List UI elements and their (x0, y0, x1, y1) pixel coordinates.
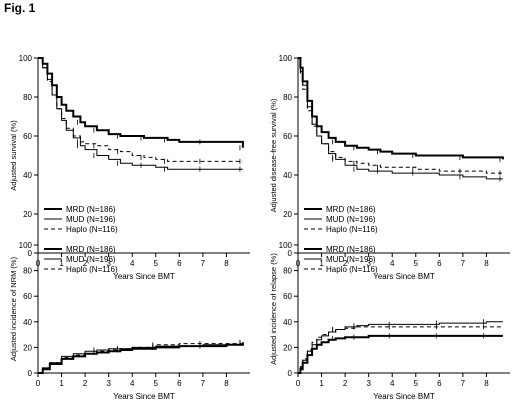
x-tick-label: 8 (224, 259, 229, 268)
series-line-2 (298, 321, 503, 374)
x-tick-label: 7 (201, 259, 206, 268)
x-tick-label: 2 (83, 259, 88, 268)
legend-label: MUD (N=196) (326, 215, 376, 224)
x-tick-label: 2 (343, 259, 348, 268)
legend-label: Haplo (N=116) (326, 265, 378, 274)
x-tick-label: 8 (224, 379, 229, 388)
y-tick-label: 100 (279, 54, 293, 63)
y-tick-label: 20 (283, 343, 292, 352)
x-tick-label: 1 (319, 379, 324, 388)
x-tick-label: 3 (106, 379, 111, 388)
x-tick-label: 8 (484, 379, 489, 388)
y-tick-label: 40 (23, 171, 32, 180)
y-tick-label: 60 (23, 292, 32, 301)
series-line-2 (298, 57, 503, 180)
x-tick-label: 7 (201, 379, 206, 388)
legend-label: MRD (N=186) (326, 245, 376, 254)
y-axis-label: Adjusted incidence of relapse (%) (269, 253, 278, 365)
x-tick-label: 3 (366, 379, 371, 388)
legend-label: Haplo (N=116) (66, 265, 118, 274)
series-line-2 (38, 57, 243, 170)
x-tick-label: 1 (319, 259, 324, 268)
y-tick-label: 20 (23, 343, 32, 352)
x-tick-label: 4 (390, 379, 395, 388)
x-axis-label: Years Since BMT (113, 272, 175, 281)
legend-label: MRD (N=186) (66, 245, 116, 254)
y-tick-label: 0 (288, 249, 293, 258)
legend-label: Haplo (N=116) (326, 225, 378, 234)
x-tick-label: 5 (154, 379, 159, 388)
x-axis-label: Years Since BMT (373, 392, 435, 401)
x-tick-label: 5 (414, 259, 419, 268)
y-tick-label: 80 (283, 93, 292, 102)
y-tick-label: 100 (19, 54, 33, 63)
x-tick-label: 0 (296, 379, 301, 388)
legend-label: MUD (N=196) (66, 215, 116, 224)
x-tick-label: 8 (484, 259, 489, 268)
x-tick-label: 2 (83, 379, 88, 388)
x-tick-label: 4 (390, 259, 395, 268)
y-tick-label: 0 (288, 369, 293, 378)
legend-label: MUD (N=196) (66, 255, 116, 264)
x-tick-label: 6 (437, 379, 442, 388)
y-axis-label: Adjusted incidence of NRM (%) (9, 256, 18, 361)
series-line-3 (38, 57, 243, 162)
x-tick-label: 4 (130, 259, 135, 268)
y-tick-label: 100 (279, 241, 293, 250)
x-tick-label: 6 (177, 259, 182, 268)
x-tick-label: 0 (36, 379, 41, 388)
y-tick-label: 40 (283, 171, 292, 180)
figure-title: Fig. 1 (4, 1, 36, 15)
legend-label: Haplo (N=116) (66, 225, 118, 234)
x-axis-label: Years Since BMT (373, 272, 435, 281)
series-line-3 (38, 343, 243, 374)
y-tick-label: 60 (23, 132, 32, 141)
y-tick-label: 60 (283, 132, 292, 141)
x-tick-label: 3 (106, 259, 111, 268)
y-tick-label: 20 (23, 210, 32, 219)
legend-label: MUD (N=196) (326, 255, 376, 264)
x-tick-label: 5 (414, 379, 419, 388)
legend-label: MRD (N=186) (66, 205, 116, 214)
y-tick-label: 80 (23, 93, 32, 102)
series-line-1 (298, 334, 503, 374)
y-axis-label: Adjusted survival (%) (9, 120, 18, 191)
series-line-3 (298, 57, 503, 174)
y-tick-label: 100 (19, 241, 33, 250)
x-tick-label: 2 (343, 379, 348, 388)
y-tick-label: 20 (283, 210, 292, 219)
series-line-3 (298, 326, 503, 374)
x-tick-label: 3 (366, 259, 371, 268)
series-line-1 (38, 57, 244, 148)
x-tick-label: 7 (461, 259, 466, 268)
x-axis-label: Years Since BMT (113, 392, 175, 401)
x-tick-label: 7 (461, 379, 466, 388)
y-tick-label: 0 (28, 249, 33, 258)
x-tick-label: 6 (437, 259, 442, 268)
y-axis-label: Adjusted disease-free survival (%) (269, 98, 278, 212)
y-tick-label: 80 (23, 267, 32, 276)
y-tick-label: 40 (283, 318, 292, 327)
x-tick-label: 5 (154, 259, 159, 268)
x-tick-label: 6 (177, 379, 182, 388)
x-tick-label: 4 (130, 379, 135, 388)
legend-label: MRD (N=186) (326, 205, 376, 214)
y-tick-label: 60 (283, 292, 292, 301)
x-tick-label: 1 (59, 379, 64, 388)
y-tick-label: 40 (23, 318, 32, 327)
y-tick-label: 0 (28, 369, 33, 378)
y-tick-label: 80 (283, 267, 292, 276)
x-tick-label: 1 (59, 259, 64, 268)
